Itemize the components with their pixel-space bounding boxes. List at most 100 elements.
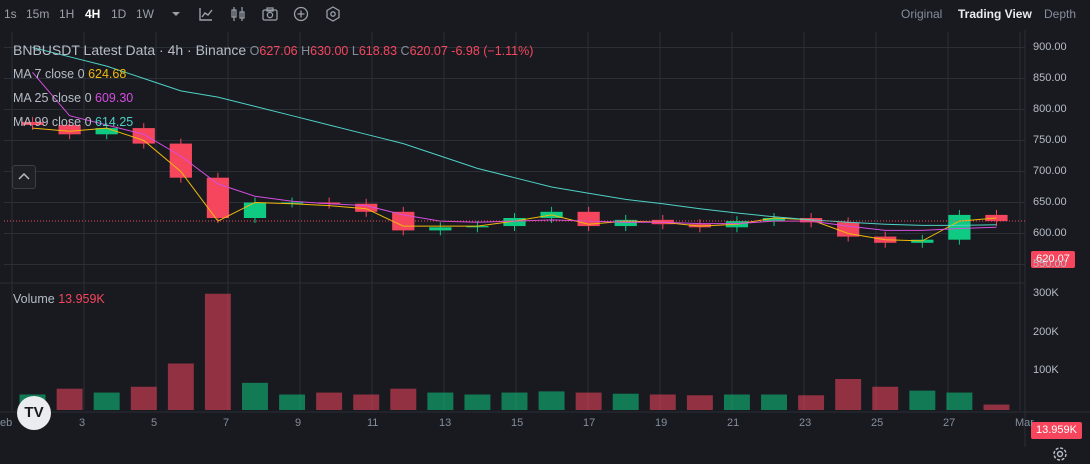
time-axis-label: Mar	[1015, 417, 1034, 429]
timeframe-4h[interactable]: 4H	[85, 7, 101, 21]
timeframe-1s[interactable]: 1s	[4, 7, 17, 21]
price-axis-label: 600.00	[1033, 226, 1067, 239]
price-axis-label: 850.00	[1033, 71, 1067, 84]
volume-bar	[798, 395, 825, 410]
candle-body	[466, 226, 489, 228]
current-price-tag: 620.07	[1031, 251, 1075, 268]
candle-body	[355, 203, 378, 212]
volume-bar	[242, 382, 268, 410]
current-volume-tag: 13.959K	[1031, 422, 1082, 439]
volume-bar	[93, 392, 120, 410]
volume-bar	[204, 293, 231, 410]
time-axis-label: 5	[151, 417, 158, 429]
volume-bar	[130, 386, 157, 410]
candle-body	[429, 227, 452, 231]
candle-body	[21, 121, 44, 125]
indicator-icon[interactable]	[197, 5, 215, 23]
candle-body	[169, 143, 192, 178]
ma99-value: 614.25	[95, 115, 134, 129]
change-value: -6.98 (−1.11%)	[451, 44, 534, 58]
volume-bar	[167, 363, 194, 410]
view-trading-view[interactable]: Trading View	[958, 7, 1032, 21]
settings-icon[interactable]	[324, 5, 342, 23]
high-value: 630.00	[310, 44, 349, 58]
open-value: 627.06	[259, 44, 298, 58]
volume-value: 13.959K	[58, 292, 105, 306]
price-axis-label: 550.00	[1033, 257, 1067, 270]
volume-axis-label: 100K	[1033, 364, 1059, 377]
volume-bar	[501, 392, 528, 410]
time-axis-label: 21	[727, 417, 740, 429]
close-label: C	[400, 44, 410, 58]
candle-body	[132, 128, 155, 144]
volume-bar	[761, 394, 787, 410]
volume-bar	[427, 392, 454, 410]
candle-type-icon[interactable]	[229, 5, 247, 23]
volume-bar	[946, 392, 973, 410]
volume-bar	[464, 394, 491, 410]
candle-body	[762, 218, 786, 222]
candle-body	[206, 177, 230, 218]
volume-bar	[872, 386, 899, 410]
candle-body	[318, 202, 341, 204]
legend-ma7: MA 7 close 0 624.68	[13, 67, 126, 81]
candle-body	[243, 202, 267, 218]
timeframe-1d[interactable]: 1D	[111, 7, 127, 21]
add-icon[interactable]	[292, 5, 310, 23]
ma25-label: MA 25 close 0	[13, 91, 92, 105]
volume-axis-label: 200K	[1033, 325, 1059, 338]
time-axis-label: 17	[583, 417, 596, 429]
low-label: L	[351, 44, 359, 58]
time-axis-label: 9	[295, 417, 302, 429]
ma7-value: 624.68	[88, 67, 127, 81]
price-axis-label: 900.00	[1033, 40, 1067, 53]
time-axis-label: 25	[871, 417, 884, 429]
volume-bar	[316, 392, 343, 410]
time-axis-label: 13	[439, 417, 452, 429]
close-value: 620.07	[409, 44, 448, 58]
chevron-down-icon[interactable]	[167, 5, 185, 23]
time-axis-label: 27	[943, 417, 956, 429]
volume-bar	[575, 392, 602, 410]
chevron-up-icon	[18, 172, 30, 180]
tradingview-logo[interactable]: TV	[17, 396, 51, 430]
timeframe-1h[interactable]: 1H	[59, 7, 75, 21]
price-axis-label: 700.00	[1033, 164, 1067, 177]
ma-line	[32, 47, 997, 226]
time-axis-label: 23	[799, 417, 812, 429]
view-depth[interactable]: Depth	[1044, 7, 1077, 21]
candle-body	[837, 222, 860, 237]
legend-ma25: MA 25 close 0 609.30	[13, 91, 133, 105]
legend-volume: Volume 13.959K	[13, 292, 105, 306]
volume-bar	[612, 393, 639, 410]
collapse-legend-button[interactable]	[12, 165, 36, 189]
volume-axis-label: 300K	[1033, 286, 1059, 299]
candle-body	[280, 202, 304, 204]
time-axis-label: 19	[655, 417, 668, 429]
volume-bar	[353, 394, 380, 410]
chart-area[interactable]: BNBUSDT Latest Data · 4h · Binance O627.…	[0, 30, 1090, 461]
price-axis-label: 750.00	[1033, 133, 1067, 146]
time-axis-label: eb	[0, 417, 13, 429]
candle-body	[948, 214, 971, 240]
view-original[interactable]: Original	[901, 7, 943, 21]
gear-icon[interactable]	[1050, 444, 1070, 464]
timeframe-1w[interactable]: 1W	[136, 7, 154, 21]
volume-bar	[835, 379, 862, 410]
camera-icon[interactable]	[261, 5, 279, 23]
time-axis-label: 7	[223, 417, 230, 429]
symbol-title: BNBUSDT Latest Data · 4h · Binance	[13, 42, 247, 58]
price-chart[interactable]	[0, 30, 1090, 447]
legend-symbol-line: BNBUSDT Latest Data · 4h · Binance O627.…	[13, 42, 533, 58]
candle-body	[503, 218, 526, 227]
volume-label: Volume	[13, 292, 55, 306]
price-axis-label: 650.00	[1033, 195, 1067, 208]
ma25-value: 609.30	[95, 91, 134, 105]
volume-bar	[538, 391, 565, 410]
legend-ma99: MA 99 close 0 614.25	[13, 115, 133, 129]
volume-bar	[649, 394, 676, 410]
timeframe-15m[interactable]: 15m	[26, 7, 50, 21]
candle-body	[614, 219, 637, 227]
time-axis-label: 3	[79, 417, 86, 429]
volume-bar	[686, 395, 713, 410]
